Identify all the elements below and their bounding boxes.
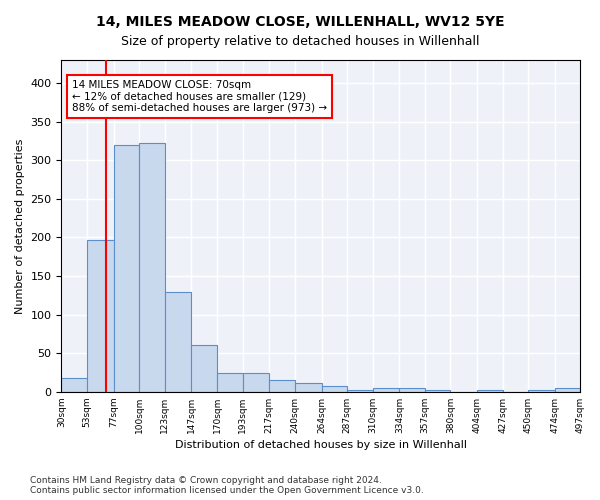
Text: Size of property relative to detached houses in Willenhall: Size of property relative to detached ho… [121,35,479,48]
Bar [269,380,295,392]
Bar [528,390,555,392]
Bar [165,292,191,392]
Bar [555,388,580,392]
Bar [61,378,87,392]
Bar [295,382,322,392]
Bar [322,386,347,392]
Y-axis label: Number of detached properties: Number of detached properties [15,138,25,314]
Bar [347,390,373,392]
Bar [113,145,139,392]
Bar [400,388,425,392]
X-axis label: Distribution of detached houses by size in Willenhall: Distribution of detached houses by size … [175,440,467,450]
Bar [191,344,217,392]
Bar [477,390,503,392]
Bar [242,372,269,392]
Bar [373,388,400,392]
Bar [139,142,165,392]
Bar [425,390,451,392]
Bar [87,240,113,392]
Bar [217,372,242,392]
Text: Contains HM Land Registry data © Crown copyright and database right 2024.
Contai: Contains HM Land Registry data © Crown c… [30,476,424,495]
Text: 14 MILES MEADOW CLOSE: 70sqm
← 12% of detached houses are smaller (129)
88% of s: 14 MILES MEADOW CLOSE: 70sqm ← 12% of de… [72,80,327,113]
Text: 14, MILES MEADOW CLOSE, WILLENHALL, WV12 5YE: 14, MILES MEADOW CLOSE, WILLENHALL, WV12… [95,15,505,29]
